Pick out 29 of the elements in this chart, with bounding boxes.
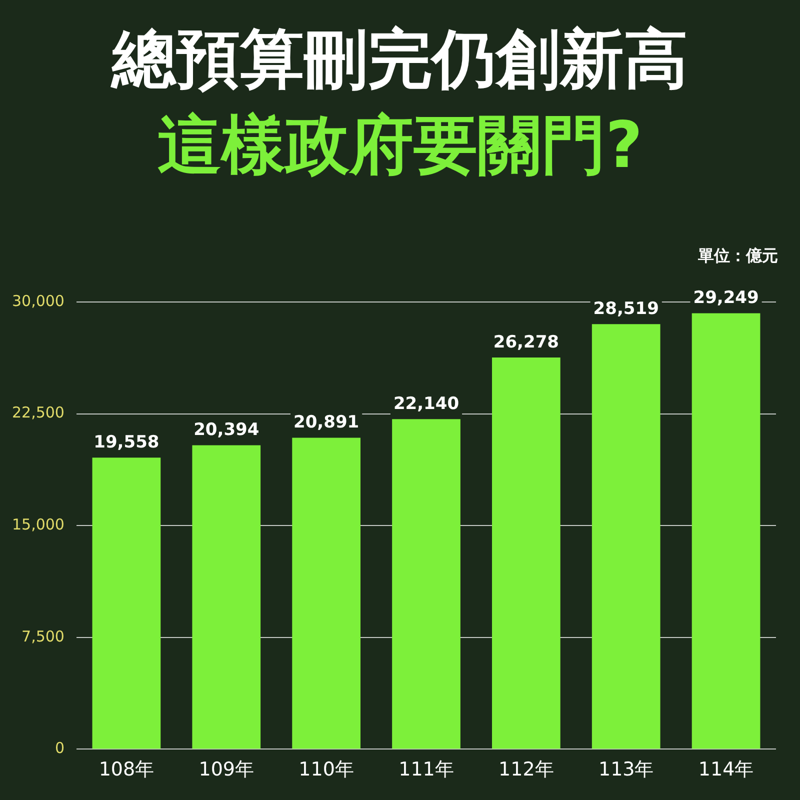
x-tick-label: 114年 <box>698 758 754 781</box>
bar <box>392 419 460 749</box>
x-tick-label: 110年 <box>298 758 354 781</box>
data-label: 28,519 <box>593 299 659 319</box>
bar <box>192 445 261 749</box>
data-label: 20,891 <box>294 412 360 433</box>
x-tick-label: 111年 <box>398 758 454 781</box>
chart-title: 總預算刪完仍創新高 <box>110 22 689 98</box>
x-tick-label: 108年 <box>98 758 154 781</box>
bar <box>92 458 161 749</box>
bar <box>692 313 760 749</box>
y-tick-label: 7,500 <box>22 627 64 646</box>
y-tick-label: 22,500 <box>12 404 64 422</box>
data-label: 22,140 <box>393 394 460 414</box>
x-tick-label: 113年 <box>598 758 654 781</box>
y-tick-label: 30,000 <box>12 292 64 310</box>
bar <box>292 438 360 749</box>
x-tick-label: 112年 <box>498 758 554 781</box>
y-tick-label: 0 <box>54 739 64 758</box>
text: 單位：億元 <box>698 246 778 267</box>
data-label: 19,558 <box>94 432 160 453</box>
chart-subtitle: 這樣政府要關門? <box>156 108 644 184</box>
y-tick-label: 15,000 <box>12 515 64 534</box>
data-label: 26,278 <box>493 332 559 352</box>
bar <box>492 357 560 749</box>
data-label: 20,394 <box>194 420 260 440</box>
data-label: 29,249 <box>693 288 759 308</box>
x-tick-label: 109年 <box>198 758 254 781</box>
bar <box>592 324 660 749</box>
